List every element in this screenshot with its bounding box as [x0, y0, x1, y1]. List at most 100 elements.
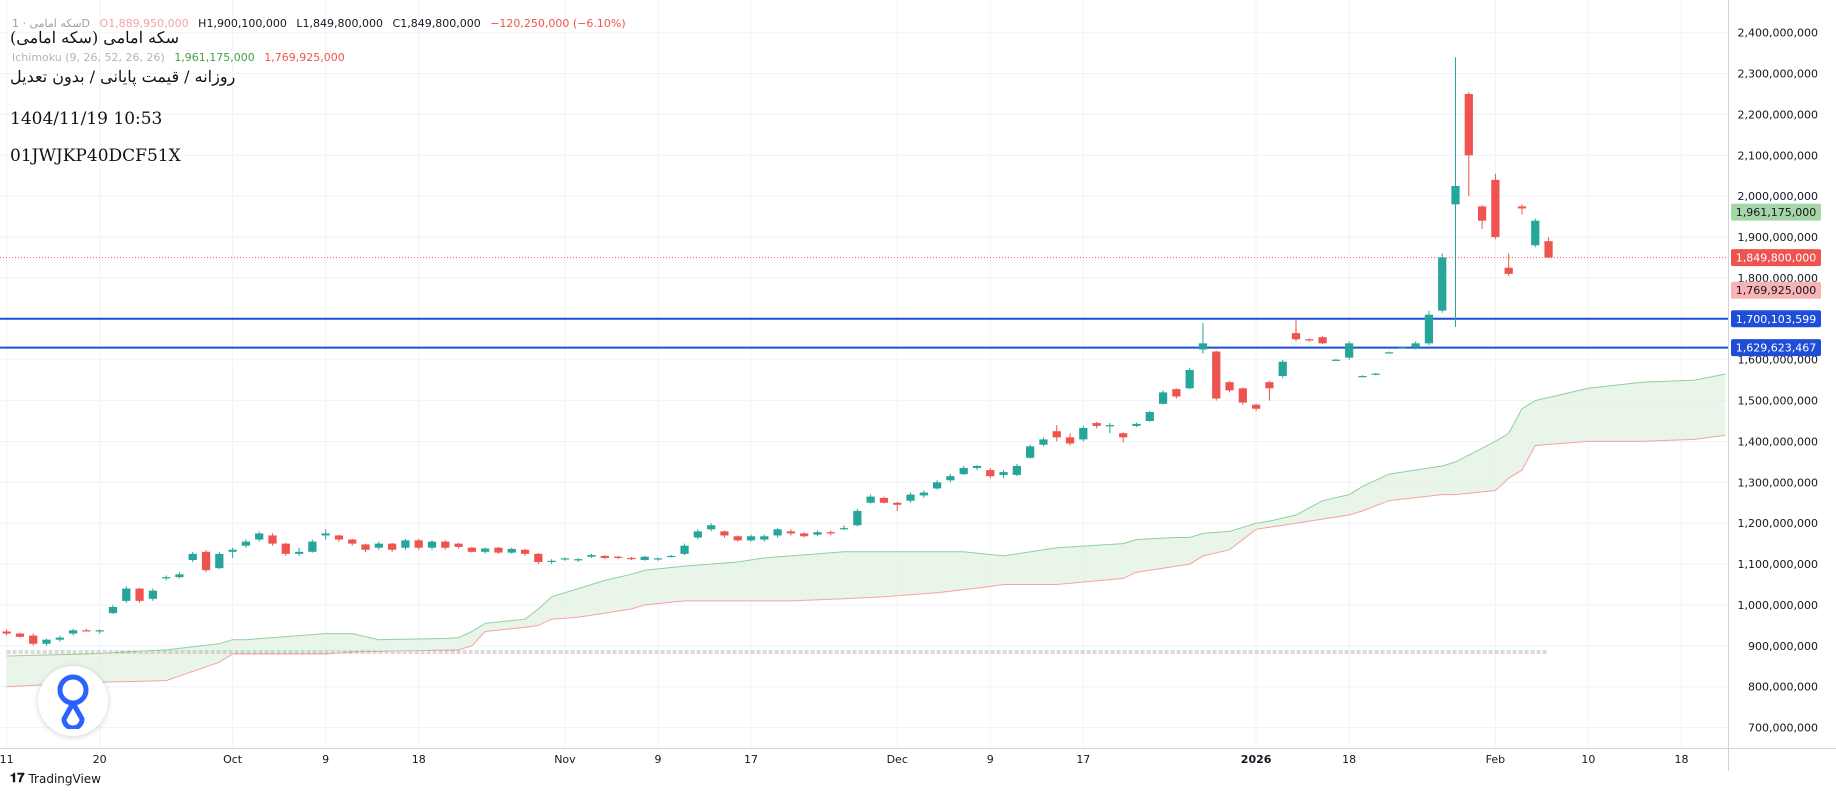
- candle-body: [773, 529, 782, 536]
- candle-down: [1291, 318, 1301, 342]
- candle-down: [1517, 204, 1527, 215]
- candle-down: [281, 542, 290, 556]
- candle-body: [1185, 369, 1194, 389]
- candle-body: [693, 531, 702, 538]
- candle-body: [1079, 427, 1088, 440]
- candle-up: [1198, 322, 1208, 354]
- candle-body: [813, 532, 822, 535]
- candle-down: [348, 538, 357, 546]
- candle-up: [693, 529, 702, 540]
- candle-up: [162, 575, 171, 581]
- candle-body: [1225, 382, 1234, 391]
- tradingview-watermark[interactable]: 𝟏𝟕 TradingView: [10, 771, 101, 786]
- candle-body: [454, 543, 463, 547]
- candle-body: [667, 555, 676, 558]
- candle-body: [786, 531, 796, 534]
- candle-body: [547, 560, 556, 563]
- x-tick-label: 9: [654, 753, 661, 766]
- candle-body: [348, 539, 357, 544]
- x-tick-label: 9: [987, 753, 994, 766]
- candle-body: [2, 631, 11, 634]
- candle-down: [29, 633, 38, 646]
- candle-body: [999, 472, 1008, 475]
- candle-up: [1158, 390, 1168, 405]
- candle-body: [986, 470, 995, 477]
- candle-body: [215, 553, 224, 569]
- ohlc-change: −120,250,000 (−6.10%): [490, 17, 626, 30]
- symbol-line: سکه امامی · 1D: [12, 17, 91, 30]
- candle-down: [986, 468, 995, 479]
- candle-body: [1411, 343, 1420, 348]
- candle-up: [1132, 422, 1141, 428]
- candle-body: [1065, 437, 1075, 444]
- hline-tag-1-text: 1,700,103,599: [1736, 313, 1816, 326]
- candle-body: [82, 630, 91, 632]
- candle-up: [640, 555, 649, 561]
- candle-body: [29, 635, 38, 644]
- candle-up: [1039, 437, 1048, 447]
- candle-down: [520, 548, 530, 556]
- candle-up: [241, 539, 251, 548]
- candle-up: [839, 525, 849, 531]
- candle-down: [1504, 253, 1513, 276]
- x-tick-label: 11: [0, 753, 14, 766]
- candle-up: [707, 523, 716, 532]
- tradingview-logo-icon: 𝟏𝟕: [10, 771, 25, 786]
- hline-tag-1-bg: [1731, 310, 1821, 328]
- ichimoku-span-b: [6, 434, 1726, 688]
- candle-down: [1318, 335, 1327, 345]
- candle-body: [534, 553, 543, 563]
- candle-body: [1026, 446, 1035, 458]
- candle-body: [388, 543, 397, 550]
- candle-up: [959, 465, 968, 475]
- candle-body: [707, 525, 716, 530]
- candle-up: [760, 534, 769, 542]
- candle-body: [1531, 220, 1540, 246]
- candle-body: [1491, 179, 1500, 238]
- candle-up: [1345, 341, 1354, 360]
- candle-up: [321, 529, 330, 540]
- candle-up: [308, 539, 317, 553]
- candle-body: [1398, 347, 1407, 349]
- candle-body: [281, 543, 290, 554]
- candle-body: [1438, 257, 1447, 311]
- candle-up: [55, 635, 64, 642]
- y-tick-label: 2,000,000,000: [1738, 190, 1818, 203]
- candle-body: [1544, 241, 1553, 258]
- candle-down: [1305, 338, 1314, 342]
- candle-down: [1172, 388, 1181, 399]
- candle-down: [1477, 205, 1487, 229]
- candle-up: [1278, 359, 1287, 379]
- candle-up: [427, 540, 437, 550]
- candle-up: [1451, 57, 1460, 327]
- candle-body: [42, 639, 51, 644]
- x-tick-label: 2026: [1241, 753, 1272, 766]
- y-tick-label: 900,000,000: [1748, 640, 1818, 653]
- ichimoku-cloud-fill: [6, 374, 1726, 687]
- x-axis-labels: 11 20 Oct 9 18 Nov 9 17 Dec 9 17 2026 18 Feb 10 18: [0, 753, 1688, 766]
- candle-up: [175, 572, 184, 579]
- hline-tag-2-bg: [1731, 339, 1821, 357]
- x-tick-label: Nov: [554, 753, 576, 766]
- candle-body: [334, 535, 344, 540]
- candle-body: [760, 536, 769, 540]
- candle-body: [613, 556, 623, 558]
- ichimoku-cloud: [6, 373, 1726, 688]
- candle-up: [560, 557, 570, 561]
- ichimoku-span-a: [6, 373, 1726, 657]
- brand-badge[interactable]: [38, 666, 108, 736]
- y-tick-label: 800,000,000: [1748, 681, 1818, 694]
- candle-body: [95, 630, 104, 632]
- candle-up: [294, 547, 304, 556]
- candle-body: [853, 510, 862, 526]
- candle-body: [574, 559, 583, 561]
- candle-up: [932, 480, 942, 490]
- candle-body: [1278, 361, 1287, 377]
- x-tick-label: Oct: [223, 753, 243, 766]
- candle-up: [1105, 423, 1115, 434]
- candle-up: [946, 474, 955, 483]
- candle-body: [746, 536, 756, 541]
- tradingview-text: TradingView: [28, 771, 101, 786]
- y-tick-label: 1,600,000,000: [1738, 354, 1818, 367]
